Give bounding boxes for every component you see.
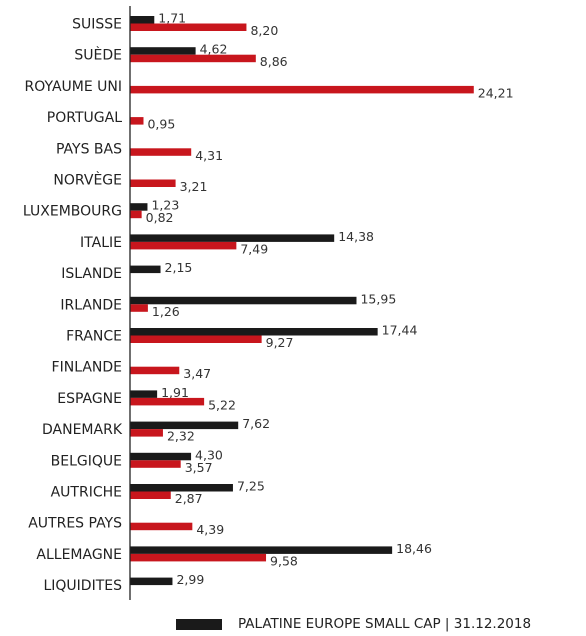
category-label: AUTRICHE (51, 485, 122, 501)
bar-benchmark (130, 54, 256, 63)
data-label: 4,39 (196, 522, 224, 537)
data-label: 9,27 (266, 335, 294, 350)
data-label: 4,62 (200, 42, 228, 57)
bar-benchmark (130, 23, 247, 31)
bar-benchmark (130, 522, 193, 531)
data-label: 2,87 (175, 491, 203, 506)
category-label: BELGIQUE (51, 453, 122, 469)
data-label: 7,25 (237, 479, 265, 494)
bar-benchmark (130, 397, 205, 406)
legend-swatch (176, 618, 222, 630)
category-label: DANEMARK (42, 422, 123, 438)
bar-benchmark (130, 148, 192, 156)
data-label: 18,46 (396, 541, 432, 556)
category-label: LIQUIDITES (43, 578, 122, 594)
bar-fund (130, 421, 239, 430)
bar-fund (130, 328, 378, 336)
data-label: 4,30 (195, 447, 223, 462)
bar-fund (130, 234, 335, 242)
category-label: ESPAGNE (57, 391, 122, 407)
bar-fund (130, 577, 173, 586)
data-label: 24,21 (478, 85, 514, 100)
category-label: SUÈDE (74, 47, 122, 64)
data-label: 7,49 (240, 241, 268, 256)
data-label: 1,71 (158, 11, 186, 26)
category-label: ROYAUME UNI (25, 79, 123, 95)
bar-benchmark (130, 366, 180, 375)
data-label: 3,21 (180, 179, 208, 194)
bar-fund (130, 47, 196, 55)
bar-chart: SUISSE 1,71 8,20 SUÈDE 4,62 8,86 ROYAUME UNI 24… (23, 6, 514, 600)
data-label: 4,31 (195, 148, 223, 163)
category-label: IRLANDE (60, 297, 122, 313)
bar-fund (130, 484, 233, 492)
data-label: 17,44 (382, 323, 418, 338)
data-label: 3,47 (183, 366, 211, 381)
bar-benchmark (130, 491, 171, 499)
legend: PALATINE EUROPE SMALL CAP | 31.12.2018 (176, 614, 531, 634)
data-label: 2,99 (176, 572, 204, 587)
bar-benchmark (130, 241, 237, 250)
data-label: 5,22 (208, 397, 236, 412)
bar-fund (130, 452, 192, 461)
data-label: 0,82 (146, 210, 174, 225)
category-label: FRANCE (66, 329, 122, 345)
data-label: 2,32 (167, 429, 195, 444)
category-label: LUXEMBOURG (23, 204, 122, 220)
category-label: ISLANDE (61, 266, 122, 282)
data-label: 3,57 (185, 460, 213, 475)
bar-fund (130, 296, 357, 305)
data-label: 7,62 (242, 416, 270, 431)
data-label: 1,91 (161, 385, 189, 400)
legend-label: PALATINE EUROPE SMALL CAP | 31.12.2018 (238, 616, 532, 632)
category-label: PORTUGAL (47, 110, 122, 126)
category-label: FINLANDE (52, 360, 122, 376)
bar-fund (130, 203, 148, 211)
data-label: 8,86 (260, 54, 288, 69)
bar-benchmark (130, 304, 148, 312)
data-label: 1,26 (152, 304, 180, 319)
data-label: 1,23 (151, 198, 179, 213)
bar-benchmark (130, 429, 163, 437)
category-label: ITALIE (80, 235, 122, 251)
bar-benchmark (130, 117, 144, 125)
bar-fund (130, 265, 161, 274)
bar-fund (130, 390, 158, 398)
data-label: 8,20 (250, 23, 278, 38)
bar-benchmark (130, 179, 176, 187)
bar-benchmark (130, 85, 474, 94)
bar-fund (130, 16, 155, 24)
bar-benchmark (130, 210, 142, 219)
category-label: PAYS BAS (56, 141, 122, 157)
category-label: SUISSE (72, 17, 122, 33)
data-label: 9,58 (270, 553, 298, 568)
data-label: 15,95 (360, 291, 396, 306)
data-label: 0,95 (147, 117, 175, 132)
category-label: AUTRES PAYS (28, 516, 122, 532)
bar-fund (130, 546, 393, 554)
data-label: 14,38 (338, 229, 374, 244)
bar-benchmark (130, 553, 267, 562)
data-label: 2,15 (165, 260, 193, 275)
bar-benchmark (130, 460, 181, 468)
category-label: ALLEMAGNE (36, 547, 122, 563)
bar-benchmark (130, 335, 262, 343)
category-label: NORVÈGE (53, 172, 122, 189)
